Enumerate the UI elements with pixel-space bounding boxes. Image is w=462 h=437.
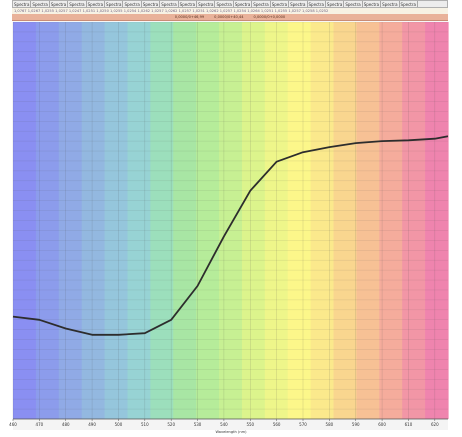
spectrum-band [104,22,129,419]
spectrum-band [425,22,449,419]
spectrum-tab[interactable]: Spectra [345,1,363,7]
spectrum-tab[interactable]: Spectra [382,1,400,7]
spectrum-band [333,22,358,419]
x-tick-label: 510 [141,422,149,427]
x-tick-label: 590 [352,422,360,427]
x-tick-label: 560 [273,422,281,427]
x-tick-label: 580 [326,422,334,427]
spectrum-band [287,22,312,419]
spectrum-band [241,22,266,419]
x-tick-label: 460 [9,422,17,427]
spectrum-tab[interactable]: Spectra [290,1,308,7]
spectrum-tab[interactable]: Spectra [216,1,234,7]
spectrum-tab[interactable]: Spectra [142,1,161,7]
spectrum-tab[interactable]: Spectra [32,1,50,7]
x-axis-label: Wavelength (nm) [215,430,247,434]
spectrum-band [127,22,151,419]
spectrum-tab[interactable]: Spectra [253,1,271,7]
spectrum-tab[interactable]: Spectra [106,1,124,7]
spectrum-tab[interactable]: Spectra [400,1,418,7]
spectrum-tab[interactable]: Spectra [161,1,179,7]
spectrum-band [150,22,174,419]
spectrum-band [310,22,335,419]
spectrum-band [219,22,243,419]
x-tick-label: 550 [246,422,254,427]
x-axis-strip [13,419,448,430]
status-item: 0,0000/0+40,44 [214,15,244,19]
spectrum-tab[interactable]: Spectra [69,1,87,7]
status-item: 0,0000/0+0,0000 [253,15,286,19]
x-tick-label: 490 [88,422,96,427]
x-tick-label: 570 [299,422,307,427]
spectrum-band [402,22,426,419]
x-tick-label: 620 [431,422,439,427]
grid-layer [12,21,448,420]
spectrum-band [58,22,83,419]
x-tick-label: 480 [62,422,70,427]
x-tick-label: 600 [378,422,386,427]
spectrum-values-readout: 1,0767 1,0267 1,0255 1,0257 1,0247 1,025… [12,8,448,14]
spectrum-tab[interactable]: Spectra [124,1,142,7]
spectrum-band-layer [13,22,449,419]
status-item: 0,0000/0+46,99 [174,15,205,19]
x-tick-label: 470 [36,422,44,427]
spectrum-band [264,22,289,419]
spectrum-band [356,22,380,419]
x-tick-label: 500 [115,422,123,427]
spectrum-band [173,22,197,419]
spectrum-tab[interactable]: Spectra [271,1,290,7]
x-tick-label: 520 [167,422,175,427]
spectrum-band [81,22,106,419]
x-tick-label: 540 [220,422,228,427]
spectrum-band [196,22,220,419]
status-bar: 0,0000/0+46,99 0,0000/0+40,44 0,0000/0+0,0… [12,14,448,21]
spectrum-tab[interactable]: Spectra [326,1,345,7]
spectrum-tab[interactable]: Spectra [50,1,69,7]
spectrum-tab[interactable]: Spectra [14,1,32,7]
spectrum-tab[interactable]: Spectra [308,1,326,7]
spectrum-band [13,22,37,419]
x-axis-ticks: 460 470 480 490 500 510 520 530 540 550 560 570 580 5… [9,418,448,430]
spectrum-tab[interactable]: Spectra [198,1,216,7]
spectrum-tab[interactable]: Spectra [363,1,382,7]
spectrum-tab[interactable]: Spectra [179,1,198,7]
spectrum-tabs-bar: Spectra Spectra Spectra Spectra Spectra Spect… [12,0,448,8]
spectrum-tab[interactable]: Spectra [87,1,106,7]
spectrum-tab[interactable]: Spectra [234,1,253,7]
x-tick-label: 530 [194,422,202,427]
series-line [12,135,449,336]
x-tick-label: 610 [405,422,413,427]
spectrum-band [379,22,403,419]
series-layer [12,135,449,336]
